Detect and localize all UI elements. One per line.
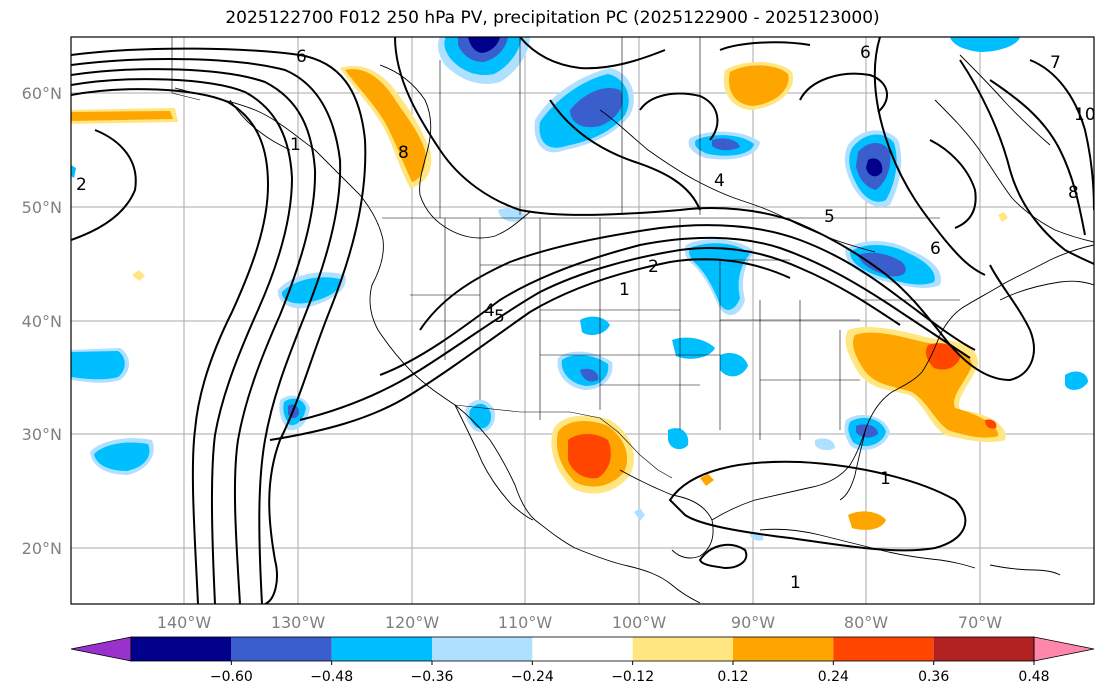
colorbar bbox=[70, 636, 1095, 662]
colorbar-tick-label: −0.36 bbox=[411, 669, 454, 685]
colorbar-extend-high bbox=[1033, 636, 1095, 662]
contour-label: 2 bbox=[76, 175, 87, 195]
map-frame bbox=[70, 36, 1095, 605]
lat-label: 30°N bbox=[22, 425, 62, 444]
contour-label: 1 bbox=[290, 135, 301, 155]
colorbar-tick-label: 0.12 bbox=[717, 669, 748, 685]
contour-label: 8 bbox=[1068, 183, 1079, 203]
lat-label: 60°N bbox=[22, 84, 62, 103]
contour-label: 6 bbox=[930, 239, 941, 259]
contour-label: 1 bbox=[619, 280, 630, 300]
colorbar-ticks: −0.60 −0.48 −0.36 −0.24 −0.12 0.12 0.24 0.36 0.4… bbox=[210, 661, 1050, 685]
colorbar-segment bbox=[532, 637, 633, 661]
contour-label: 6 bbox=[296, 47, 307, 67]
lon-label: 110°W bbox=[498, 613, 553, 632]
map-title: 2025122700 F012 250 hPa PV, precipitatio… bbox=[225, 8, 880, 28]
pv-contours bbox=[71, 37, 1094, 604]
lon-label: 80°W bbox=[844, 613, 888, 632]
lat-label: 40°N bbox=[22, 312, 62, 331]
contour-label: 10 bbox=[1074, 105, 1096, 125]
precip-positive-areas bbox=[71, 61, 1008, 530]
lon-label: 120°W bbox=[385, 613, 440, 632]
colorbar-segment bbox=[933, 637, 1034, 661]
lon-label: 70°W bbox=[958, 613, 1002, 632]
colorbar-extend-low bbox=[70, 636, 132, 662]
colorbar-outline bbox=[130, 636, 1035, 662]
contour-label: 7 bbox=[1050, 53, 1061, 73]
lat-label: 50°N bbox=[22, 198, 62, 217]
colorbar-tick-label: 0.48 bbox=[1018, 669, 1049, 685]
colorbar-segment bbox=[632, 637, 733, 661]
lat-label: 20°N bbox=[22, 539, 62, 558]
colorbar-tick-label: −0.12 bbox=[611, 669, 654, 685]
colorbar-segment bbox=[733, 637, 834, 661]
contour-label: 6 bbox=[860, 43, 871, 63]
colorbar-segment bbox=[833, 637, 934, 661]
contour-label: 4 bbox=[484, 301, 495, 321]
latitude-labels: 60°N 50°N 40°N 30°N 20°N bbox=[22, 84, 62, 558]
longitude-labels: 140°W 130°W 120°W 110°W 100°W 90°W 80°W … bbox=[157, 613, 1002, 632]
contour-label: 5 bbox=[824, 207, 835, 227]
pv-contour-labels: 6 7 10 8 5 6 4 8 1 1 2 1 4 5 6 2 1 bbox=[76, 43, 1096, 593]
colorbar-segment bbox=[331, 637, 432, 661]
colorbar-tick-label: 0.24 bbox=[818, 669, 849, 685]
contour-label: 4 bbox=[714, 171, 725, 191]
contour-label: 1 bbox=[790, 573, 801, 593]
political-borders bbox=[171, 37, 960, 479]
colorbar-tick-label: 0.36 bbox=[918, 669, 949, 685]
lon-label: 100°W bbox=[612, 613, 667, 632]
colorbar-tick-label: −0.60 bbox=[210, 669, 253, 685]
colorbar-segment bbox=[231, 637, 332, 661]
lon-label: 130°W bbox=[271, 613, 326, 632]
contour-label: 5 bbox=[494, 307, 505, 327]
colorbar-segment bbox=[432, 637, 533, 661]
lon-label: 140°W bbox=[157, 613, 212, 632]
contour-label: 1 bbox=[880, 469, 891, 489]
coastlines bbox=[174, 54, 1094, 604]
contour-label: 8 bbox=[398, 143, 409, 163]
colorbar-tick-label: −0.24 bbox=[511, 669, 554, 685]
lon-label: 90°W bbox=[731, 613, 775, 632]
colorbar-tick-label: −0.48 bbox=[310, 669, 353, 685]
contour-label: 2 bbox=[648, 257, 659, 277]
colorbar-segment bbox=[131, 637, 232, 661]
